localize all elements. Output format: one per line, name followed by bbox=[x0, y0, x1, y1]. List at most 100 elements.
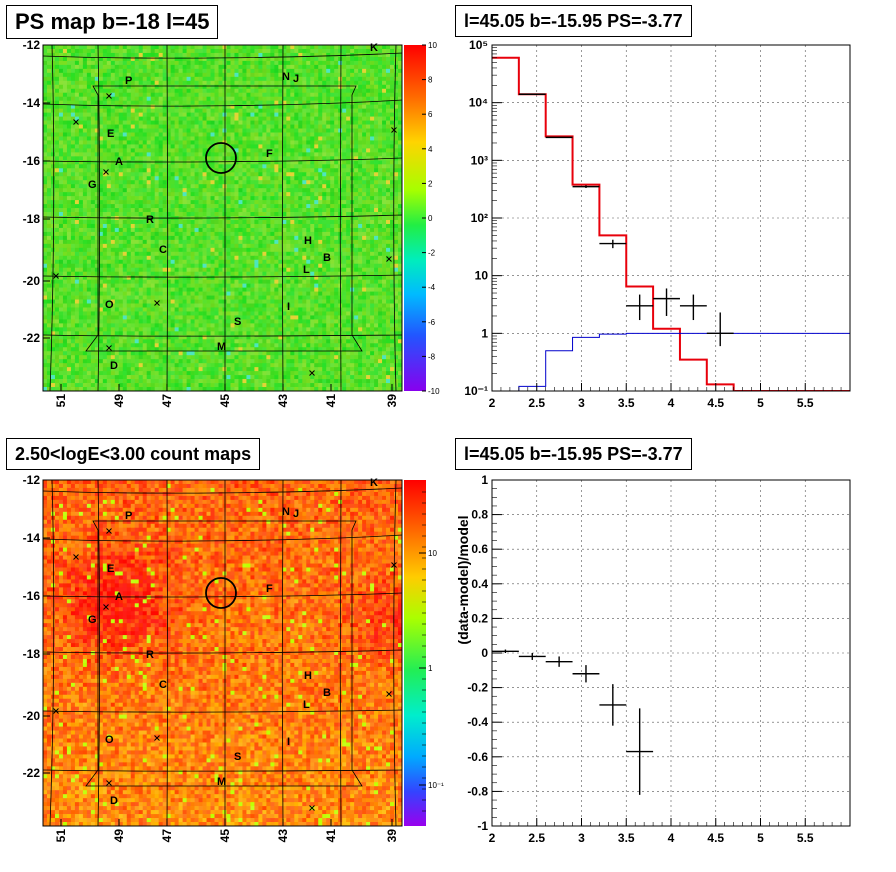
map-pixel bbox=[266, 172, 271, 177]
map-pixel bbox=[258, 255, 263, 261]
map-pixel bbox=[98, 180, 104, 185]
map-pixel bbox=[118, 263, 124, 269]
map-pixel bbox=[278, 68, 283, 74]
map-pixel bbox=[106, 255, 112, 261]
map-pixel bbox=[282, 124, 287, 129]
map-pixel bbox=[70, 116, 76, 121]
map-pixel bbox=[394, 216, 399, 221]
map-pixel bbox=[398, 255, 402, 261]
map-pixel bbox=[186, 48, 191, 54]
map-pixel bbox=[394, 124, 399, 129]
map-pixel bbox=[298, 243, 303, 249]
map-pixel bbox=[90, 208, 96, 213]
map-pixel bbox=[126, 120, 132, 125]
map-pixel bbox=[126, 52, 132, 58]
map-pixel bbox=[198, 68, 203, 74]
map-pixel bbox=[86, 100, 92, 106]
map-pixel bbox=[94, 168, 100, 173]
map-pixel bbox=[306, 176, 311, 181]
map-pixel bbox=[190, 184, 195, 189]
map-pixel bbox=[162, 184, 168, 189]
map-pixel bbox=[262, 251, 267, 257]
map-pixel bbox=[274, 208, 279, 213]
map-pixel bbox=[386, 76, 391, 82]
map-pixel bbox=[126, 243, 132, 249]
map-pixel bbox=[382, 92, 387, 98]
map-pixel bbox=[318, 72, 323, 78]
map-pixel bbox=[330, 223, 335, 229]
map-pixel bbox=[362, 88, 367, 94]
map-pixel bbox=[346, 124, 351, 129]
map-pixel bbox=[262, 259, 267, 265]
map-pixel bbox=[398, 100, 402, 106]
map-pixel bbox=[194, 116, 199, 121]
map-pixel bbox=[206, 64, 211, 70]
map-pixel bbox=[254, 196, 259, 201]
map-pixel bbox=[58, 136, 64, 141]
map-pixel bbox=[326, 136, 331, 141]
map-pixel bbox=[310, 76, 315, 82]
map-pixel bbox=[198, 108, 203, 113]
map-pixel bbox=[82, 148, 88, 153]
map-pixel bbox=[386, 247, 391, 253]
map-pixel bbox=[54, 168, 60, 173]
map-pixel bbox=[302, 156, 307, 161]
map-pixel bbox=[150, 100, 156, 106]
map-pixel bbox=[198, 192, 203, 197]
map-pixel bbox=[278, 208, 283, 213]
map-pixel bbox=[306, 168, 311, 173]
map-pixel bbox=[370, 200, 375, 205]
map-pixel bbox=[230, 208, 235, 213]
map-pixel bbox=[178, 108, 183, 113]
map-pixel bbox=[266, 60, 271, 66]
map-pixel bbox=[46, 148, 52, 153]
map-pixel bbox=[62, 180, 68, 185]
map-pixel bbox=[330, 231, 335, 237]
map-pixel bbox=[150, 48, 156, 54]
map-pixel bbox=[198, 231, 203, 237]
map-pixel bbox=[286, 208, 291, 213]
map-pixel bbox=[278, 216, 283, 221]
map-pixel bbox=[102, 223, 108, 229]
map-pixel bbox=[58, 116, 64, 121]
map-pixel bbox=[43, 80, 48, 86]
map-pixel bbox=[218, 176, 223, 181]
map-pixel bbox=[246, 219, 251, 225]
map-pixel bbox=[294, 247, 299, 253]
map-pixel bbox=[146, 72, 152, 78]
map-pixel bbox=[150, 92, 156, 98]
map-pixel bbox=[286, 184, 291, 189]
map-pixel bbox=[214, 235, 219, 241]
map-pixel bbox=[218, 120, 223, 125]
map-pixel bbox=[118, 124, 124, 129]
map-pixel bbox=[190, 172, 195, 177]
map-pixel bbox=[74, 243, 80, 249]
map-pixel bbox=[154, 164, 160, 169]
map-pixel bbox=[314, 180, 319, 185]
map-pixel bbox=[174, 100, 179, 106]
map-pixel bbox=[182, 92, 187, 98]
map-pixel bbox=[114, 200, 120, 205]
map-pixel bbox=[58, 96, 64, 102]
map-pixel bbox=[170, 132, 175, 137]
map-pixel bbox=[326, 52, 331, 58]
map-pixel bbox=[50, 64, 56, 70]
map-pixel bbox=[118, 96, 124, 102]
map-pixel bbox=[190, 251, 195, 257]
map-pixel bbox=[182, 108, 187, 113]
map-pixel bbox=[186, 243, 191, 249]
map-pixel bbox=[122, 64, 128, 70]
map-pixel bbox=[230, 124, 235, 129]
map-pixel bbox=[114, 72, 120, 78]
map-pixel bbox=[246, 200, 251, 205]
map-pixel bbox=[106, 263, 112, 269]
map-pixel bbox=[66, 172, 72, 177]
map-pixel bbox=[290, 172, 295, 177]
map-pixel bbox=[242, 136, 247, 141]
map-pixel bbox=[90, 108, 96, 113]
map-pixel bbox=[246, 108, 251, 113]
map-pixel bbox=[322, 196, 327, 201]
map-pixel bbox=[170, 259, 175, 265]
map-pixel bbox=[46, 116, 52, 121]
map-pixel bbox=[154, 176, 160, 181]
